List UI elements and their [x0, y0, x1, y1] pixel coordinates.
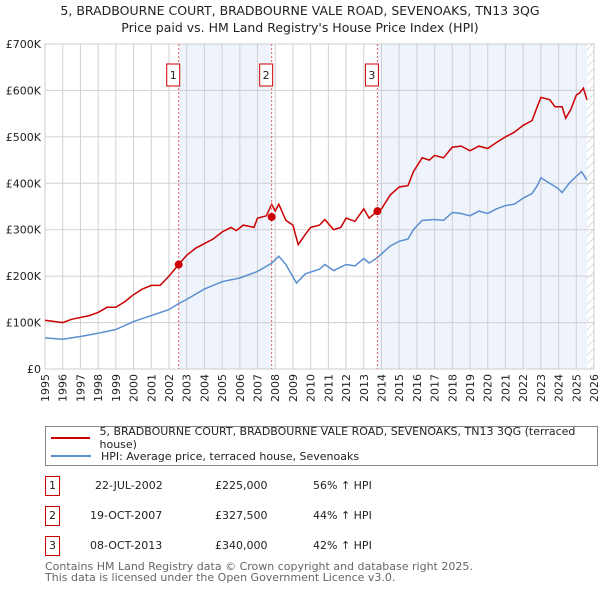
footer-licence: This data is licensed under the Open Gov… [45, 571, 396, 584]
sale-marker-badge: 2 [45, 506, 60, 526]
sale-point [267, 212, 276, 221]
sale-marker-badge: 3 [45, 536, 60, 556]
x-tick-label: 2002 [163, 374, 176, 402]
sale-marker-label: 2 [263, 69, 270, 82]
sale-date: 19-OCT-2007 [90, 509, 163, 522]
x-tick-label: 2021 [499, 374, 512, 402]
sale-marker-box [364, 63, 379, 87]
x-tick-label: 2024 [553, 374, 566, 402]
x-tick-label: 2022 [517, 374, 530, 402]
sale-marker-box [259, 63, 274, 87]
sale-hpi-diff: 42% ↑ HPI [313, 539, 372, 552]
x-tick-label: 2009 [287, 374, 300, 402]
x-tick-label: 2008 [269, 374, 282, 402]
y-tick-label: £700K [6, 38, 42, 51]
legend: 5, BRADBOURNE COURT, BRADBOURNE VALE ROA… [45, 425, 598, 466]
x-tick-label: 2007 [252, 374, 265, 402]
y-tick-label: £500K [6, 131, 42, 144]
x-tick-label: 2016 [411, 374, 424, 402]
x-tick-label: 1999 [110, 374, 123, 402]
plot-border [44, 43, 595, 370]
x-tick-label: 2020 [482, 374, 495, 402]
y-tick-label: £300K [6, 224, 42, 237]
sale-marker-badge: 1 [45, 476, 60, 496]
x-tick-label: 1995 [39, 374, 52, 402]
legend-item-property: 5, BRADBOURNE COURT, BRADBOURNE VALE ROA… [51, 425, 597, 451]
x-tick-label: 2014 [375, 374, 388, 402]
sale-hpi-diff: 44% ↑ HPI [313, 509, 372, 522]
legend-swatch-blue [51, 455, 91, 457]
x-tick-label: 2005 [216, 374, 229, 402]
sale-date: 08-OCT-2013 [90, 539, 163, 552]
forecast-hatch [586, 44, 594, 369]
sale-point [373, 207, 382, 216]
legend-label-hpi: HPI: Average price, terraced house, Seve… [101, 449, 360, 463]
x-tick-label: 2023 [535, 374, 548, 402]
sale-date: 22-JUL-2002 [95, 479, 163, 492]
legend-swatch-red [51, 437, 90, 439]
sale-marker-label: 1 [170, 69, 177, 82]
sale-marker-box [166, 63, 181, 87]
sale-marker-label: 3 [368, 69, 375, 82]
x-tick-label: 2013 [358, 374, 371, 402]
y-tick-label: £600K [6, 84, 42, 97]
legend-item-hpi: HPI: Average price, terraced house, Seve… [51, 448, 359, 464]
x-tick-label: 2012 [340, 374, 353, 402]
x-tick-label: 2011 [322, 374, 335, 402]
price-chart: 1995 1996 1997 1998 1999 2000 2001 2002 2003 2004… [6, 38, 600, 402]
shaded-period [377, 44, 587, 369]
x-tick-label: 2018 [446, 374, 459, 402]
chart-subtitle: Price paid vs. HM Land Registry's House … [121, 20, 479, 35]
y-tick-label: £200K [6, 270, 42, 283]
shaded-period [178, 44, 272, 369]
chart-title: 5, BRADBOURNE COURT, BRADBOURNE VALE ROA… [60, 3, 540, 18]
legend-label-property: 5, BRADBOURNE COURT, BRADBOURNE VALE ROA… [99, 425, 576, 451]
footer-copyright: Contains HM Land Registry data © Crown c… [45, 560, 473, 573]
x-tick-label: 2017 [429, 374, 442, 402]
x-tick-label: 2010 [305, 374, 318, 402]
y-tick-label: £400K [6, 177, 42, 190]
x-tick-label: 2000 [128, 374, 141, 402]
x-tick-label: 2026 [588, 374, 600, 402]
x-tick-label: 2003 [181, 374, 194, 402]
x-tick-label: 1996 [57, 374, 70, 402]
x-tick-label: 2004 [198, 374, 211, 402]
sale-hpi-diff: 56% ↑ HPI [313, 479, 372, 492]
x-tick-label: 2001 [145, 374, 158, 402]
property-price-line [44, 86, 588, 324]
sale-price: £340,000 [215, 539, 268, 552]
x-tick-label: 2019 [464, 374, 477, 402]
footer: Contains HM Land Registry data © Crown c… [45, 561, 473, 583]
sale-point [174, 260, 183, 269]
x-tick-label: 1997 [74, 374, 87, 402]
x-tick-label: 2015 [393, 374, 406, 402]
y-tick-label: £0 [27, 363, 41, 376]
x-tick-label: 2006 [234, 374, 247, 402]
x-tick-label: 1998 [92, 374, 105, 402]
sale-price: £327,500 [215, 509, 268, 522]
x-tick-label: 2025 [570, 374, 583, 402]
y-tick-label: £100K [6, 317, 42, 330]
sale-price: £225,000 [215, 479, 268, 492]
